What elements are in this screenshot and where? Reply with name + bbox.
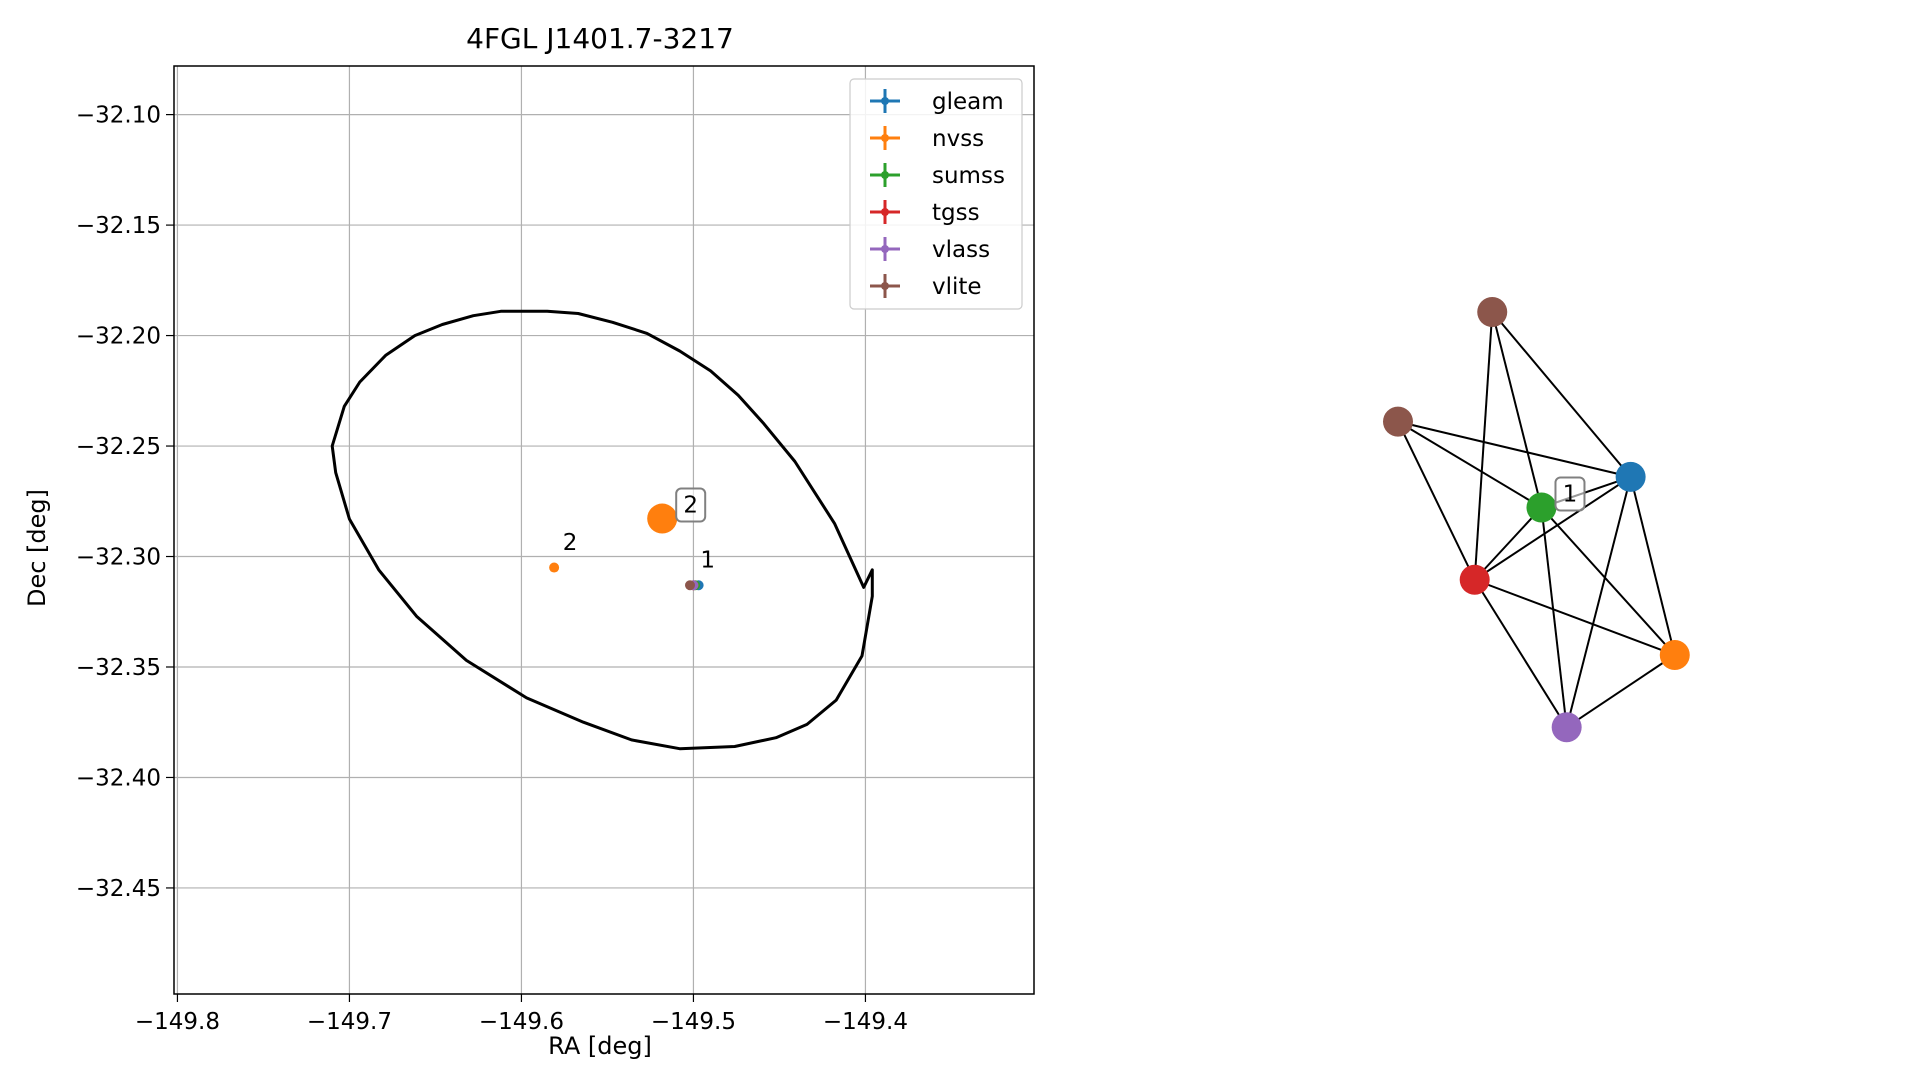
network-edge [1473, 506, 1543, 581]
legend-marker-dot [881, 282, 889, 290]
network-edge [1473, 579, 1568, 728]
legend-label: vlite [932, 274, 982, 300]
point-vlite [685, 580, 695, 591]
legend-marker-dot [881, 171, 889, 179]
y-tick-label: −32.35 [76, 655, 161, 681]
legend-entry-gleam: gleam [870, 89, 1004, 115]
network-edge [1629, 476, 1676, 656]
network-edge [1540, 506, 1676, 656]
y-tick-label: −32.20 [76, 324, 161, 350]
nodes-layer [647, 297, 1690, 743]
node-label-box: 1 [1554, 476, 1586, 512]
legend-entry-nvss: nvss [870, 126, 984, 152]
legend-marker-dot [881, 245, 889, 253]
network-edge [1491, 311, 1543, 508]
node-label-box: 2 [675, 487, 707, 523]
x-tick-label: −149.7 [307, 1009, 392, 1035]
legend-entry-tgss: tgss [870, 200, 980, 226]
legend-marker-dot [881, 97, 889, 105]
network-edge [1474, 578, 1676, 656]
network-edge [1474, 476, 1632, 581]
node-label-frame [1554, 476, 1586, 512]
ellipse-layer [330, 309, 874, 751]
y-tick-label: −32.45 [76, 876, 161, 902]
x-tick-label: −149.5 [651, 1009, 736, 1035]
legend-marker-dot [881, 208, 889, 216]
grid [174, 66, 1034, 994]
network-edge [1566, 654, 1676, 729]
network-node [1477, 297, 1508, 327]
legend-label: vlass [932, 237, 990, 263]
axes: −149.8 −149.7 −149.6 −149.5 −149.4 −32.10 −32.… [76, 65, 1035, 1035]
network-edge [1397, 420, 1631, 478]
point-nvss [549, 562, 560, 573]
legend-entry-vlite: vlite [870, 274, 982, 300]
network-node [1659, 639, 1690, 670]
network-edge [1473, 311, 1494, 580]
network-node [647, 503, 678, 534]
network-node [1459, 564, 1490, 595]
legend-entry-vlass: vlass [870, 237, 990, 263]
x-tick-label: −149.8 [135, 1009, 220, 1035]
y-tick-label: −32.15 [76, 213, 161, 239]
points-layer [549, 562, 704, 591]
network-edge [1397, 420, 1542, 509]
node-label: 2 [683, 493, 698, 519]
source-annotation: 2 [563, 530, 578, 556]
annotations-layer: 12 [563, 530, 715, 574]
x-axis-label: RA [deg] [548, 1032, 652, 1060]
network-edge [1491, 311, 1632, 478]
legend-label: sumss [932, 163, 1005, 189]
y-tick-label: −32.30 [76, 545, 161, 571]
network-edge [1540, 507, 1568, 728]
node-labels-layer: 12 [675, 476, 1586, 523]
y-tick-label: −32.10 [76, 103, 161, 129]
source-annotation: 1 [700, 548, 715, 574]
y-axis-label: Dec [deg] [23, 489, 51, 607]
edges-layer [1397, 311, 1676, 729]
chart-title: 4FGL J1401.7-3217 [466, 22, 734, 55]
legend-marker-dot [881, 134, 889, 142]
network-node [1383, 406, 1413, 437]
legend-label: tgss [932, 200, 980, 226]
plot-frame [173, 65, 1035, 995]
uncertainty-ellipse [330, 309, 874, 751]
y-tick-label: −32.40 [76, 765, 161, 791]
scatter-panel: 4FGL J1401.7-3217 12 −149.8 −149.7 −149.6−… [23, 22, 1035, 1060]
network-node [1551, 712, 1582, 743]
x-tick-label: −149.4 [823, 1009, 908, 1035]
network-node [1615, 461, 1646, 492]
legend-label: nvss [932, 126, 984, 152]
node-label-frame [675, 487, 707, 523]
network-panel: 12 [647, 297, 1690, 743]
y-tick-label: −32.25 [76, 434, 161, 460]
network-edge [1565, 476, 1632, 728]
legend: gleam nvss sumss tgss vlass vlite [849, 78, 1023, 310]
node-label: 1 [1563, 482, 1578, 508]
x-tick-label: −149.6 [479, 1009, 564, 1035]
network-edge [1397, 421, 1476, 581]
legend-entry-sumss: sumss [870, 163, 1005, 189]
network-node [1526, 492, 1557, 523]
legend-label: gleam [932, 89, 1004, 115]
